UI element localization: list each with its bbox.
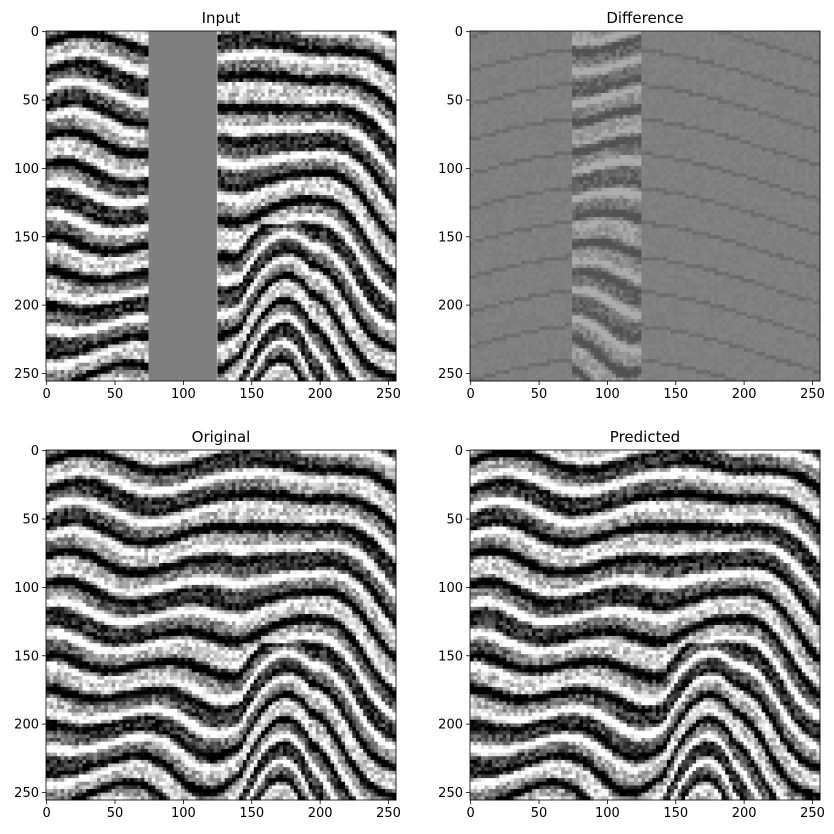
x-tick-label: 150 [239,387,264,402]
x-tick-label: 200 [308,806,333,821]
y-tick-label: 200 [438,299,463,314]
y-tick-label: 100 [14,581,39,596]
y-tick-label: 150 [438,649,463,664]
x-tick-label: 200 [732,387,757,402]
chart-title: Difference [606,9,683,27]
y-tick-label: 50 [22,94,39,109]
y-tick-label: 200 [438,718,463,733]
chart-title: Original [192,428,251,446]
y-tick-label: 250 [14,367,39,382]
x-tick-label: 0 [43,387,51,402]
x-tick-label: 100 [595,806,620,821]
y-tick-label: 0 [31,25,39,40]
y-tick-label: 200 [14,299,39,314]
x-tick-label: 0 [467,387,475,402]
heatmap-image-2 [470,31,821,382]
y-tick-label: 200 [14,718,39,733]
y-tick-label: 50 [446,513,463,528]
x-tick-label: 150 [663,806,688,821]
x-tick-label: 150 [663,387,688,402]
y-tick-label: 0 [31,444,39,459]
x-tick-label: 50 [107,806,124,821]
y-tick-label: 100 [438,581,463,596]
x-tick-label: 250 [800,806,825,821]
x-tick-label: 100 [171,806,196,821]
x-tick-label: 150 [239,806,264,821]
x-tick-label: 100 [171,387,196,402]
y-tick-label: 0 [455,25,463,40]
x-tick-label: 0 [467,806,475,821]
y-tick-label: 150 [14,649,39,664]
x-tick-label: 50 [531,806,548,821]
y-tick-label: 150 [14,230,39,245]
heatmap-image-4 [470,450,821,801]
x-tick-label: 200 [732,806,757,821]
x-tick-label: 200 [308,387,333,402]
axes-frame [45,449,397,801]
axes-frame [469,30,821,382]
y-tick-label: 250 [438,367,463,382]
x-tick-label: 50 [107,387,124,402]
x-tick-label: 250 [800,387,825,402]
x-tick-label: 0 [43,806,51,821]
x-tick-label: 250 [376,806,401,821]
chart-title: Input [202,9,241,27]
y-tick-label: 100 [14,162,39,177]
x-tick-label: 250 [376,387,401,402]
y-tick-label: 250 [14,786,39,801]
heatmap-image-3 [46,450,397,801]
y-tick-label: 100 [438,162,463,177]
y-tick-label: 50 [22,513,39,528]
axes-frame [469,449,821,801]
y-tick-label: 50 [446,94,463,109]
mask-region [148,31,217,381]
x-tick-label: 100 [595,387,620,402]
x-tick-label: 50 [531,387,548,402]
chart-title: Predicted [610,428,680,446]
y-tick-label: 150 [438,230,463,245]
y-tick-label: 250 [438,786,463,801]
axes-frame [45,30,397,382]
y-tick-label: 0 [455,444,463,459]
heatmap-image-1 [46,31,397,382]
